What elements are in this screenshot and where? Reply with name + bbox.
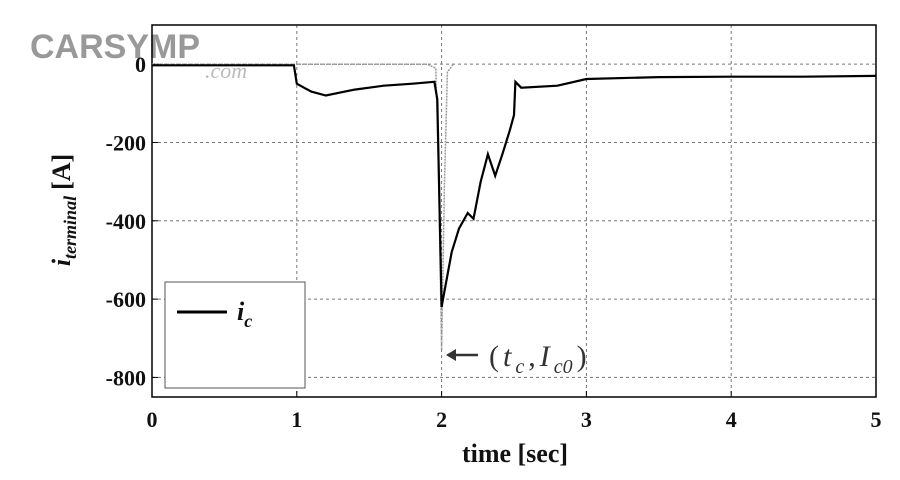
annotation-part: t [503,340,512,373]
x-tick-label: 0 [147,407,158,432]
annotation-part: , [528,340,536,373]
annotation-part: c0 [554,356,573,378]
plot-frame [151,24,877,398]
annotation-arrowhead [446,349,456,361]
x-tick-label: 4 [726,407,737,432]
x-axis-label: time [sec] [462,439,568,468]
annotation-part: I [539,340,552,373]
x-tick-label: 3 [581,407,592,432]
y-label-unit: [A] [47,154,76,190]
legend-box [164,281,306,389]
series-line [152,63,454,351]
y-axis-label: iterminal [A] [47,154,80,266]
x-tick-label: 1 [291,407,302,432]
legend-label: ic [237,297,252,331]
y-tick-label: -600 [106,287,146,312]
x-tick-label: 5 [871,407,882,432]
series-line [152,64,877,308]
annotation-part: ) [577,340,587,373]
watermark: .com [205,58,247,83]
y-label-main: i [47,258,76,266]
watermark: CARSYMP [30,28,200,66]
y-tick-label: -200 [106,130,146,155]
y-tick-label: -400 [106,209,146,234]
annotation-part: c [515,356,524,378]
legend-name: i [237,297,245,326]
y-tick-label: -800 [106,365,146,390]
y-label-sub: terminal [60,196,80,259]
legend-sub: c [244,311,252,331]
annotation-part: ( [489,340,499,373]
x-tick-label: 2 [436,407,447,432]
y-tick-label: 0 [135,52,146,77]
